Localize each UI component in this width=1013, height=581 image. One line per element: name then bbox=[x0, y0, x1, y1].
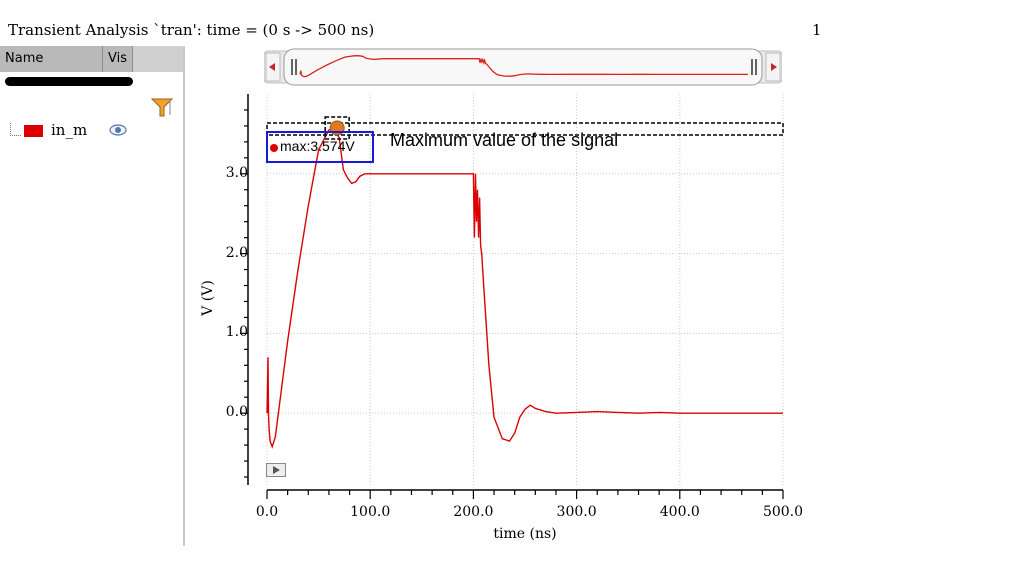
max-value-text: max:3.574V bbox=[280, 138, 355, 154]
column-header-name[interactable]: Name bbox=[0, 46, 103, 72]
y-tick-label: 0.0 bbox=[225, 404, 248, 421]
signal-row-in-m[interactable]: in_m bbox=[10, 121, 170, 141]
scroll-thumb bbox=[283, 48, 763, 86]
eye-icon[interactable] bbox=[108, 123, 128, 137]
analysis-title: Transient Analysis `tran': time = (0 s -… bbox=[8, 21, 375, 39]
series-line-in_m bbox=[266, 127, 783, 449]
tree-connector bbox=[10, 123, 21, 136]
x-tick-label: 400.0 bbox=[659, 504, 700, 520]
overview-series-line bbox=[299, 55, 748, 78]
y-tick-label: 1.0 bbox=[225, 324, 248, 341]
y-axis-label: V (V) bbox=[200, 280, 216, 316]
marker-annotation: Maximum value of the signal bbox=[390, 130, 619, 150]
horizontal-scrollbar[interactable] bbox=[5, 77, 133, 86]
x-axis-label: time (ns) bbox=[493, 526, 557, 542]
plot-index: 1 bbox=[812, 21, 822, 39]
column-header-filler bbox=[133, 46, 183, 72]
x-tick-label: 0.0 bbox=[255, 504, 279, 520]
y-tick-label: 2.0 bbox=[225, 244, 248, 261]
signal-name: in_m bbox=[51, 121, 88, 139]
signal-list-panel: Name Vis in_m bbox=[0, 46, 185, 546]
x-tick-label: 500.0 bbox=[762, 504, 804, 520]
filter-icon[interactable] bbox=[150, 96, 174, 118]
x-tick-label: 100.0 bbox=[350, 504, 391, 520]
column-header-vis[interactable]: Vis bbox=[103, 46, 133, 72]
x-tick-label: 200.0 bbox=[453, 504, 494, 520]
y-tick-label: 3.0 bbox=[225, 164, 248, 181]
plot-series bbox=[266, 127, 783, 449]
signal-color-swatch bbox=[24, 125, 43, 137]
x-tick-label: 300.0 bbox=[556, 504, 597, 520]
play-button[interactable] bbox=[266, 463, 286, 477]
max-marker-dot bbox=[270, 144, 278, 152]
time-range-scroller[interactable] bbox=[264, 47, 782, 87]
max-value-label-box[interactable]: max:3.574V bbox=[266, 131, 374, 163]
